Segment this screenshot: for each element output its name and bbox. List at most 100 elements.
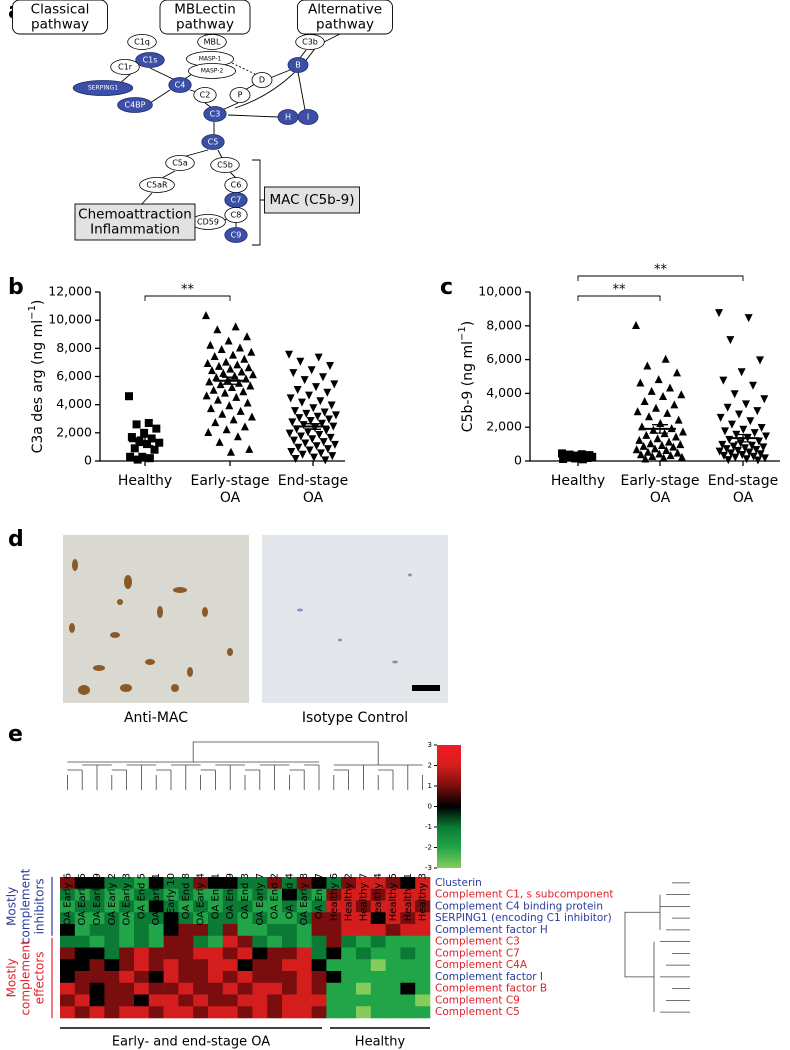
heatmap-cell	[208, 994, 224, 1007]
heatmap-cell	[222, 971, 238, 984]
protein-label: C3b	[302, 38, 318, 47]
data-point	[750, 429, 759, 438]
data-point	[632, 321, 640, 329]
protein-label: C2	[200, 91, 211, 100]
heatmap-cell	[193, 947, 209, 960]
data-point	[578, 455, 587, 464]
data-point	[320, 408, 329, 417]
data-point	[145, 454, 154, 463]
data-point	[677, 390, 686, 399]
data-point	[315, 431, 324, 440]
heatmap-cell	[89, 971, 105, 984]
heatmap-cell	[222, 1006, 238, 1019]
data-point	[664, 437, 673, 446]
heatmap-cell	[296, 935, 312, 948]
data-point	[226, 364, 235, 373]
heatmap-cell	[119, 971, 135, 984]
data-point	[644, 412, 653, 421]
heatmap-cell	[356, 959, 372, 972]
data-point	[665, 383, 674, 392]
colorbar	[437, 745, 461, 868]
data-point	[205, 377, 214, 386]
data-point	[633, 407, 642, 416]
heatmap-cell	[74, 924, 90, 937]
row-label: Complement C1, s subcomponent	[435, 889, 614, 901]
error-bar	[735, 433, 751, 443]
data-point	[218, 409, 227, 418]
heatmap-cell	[237, 877, 253, 890]
data-point	[210, 351, 219, 360]
heatmap-cell	[341, 888, 357, 901]
data-point	[329, 422, 338, 431]
heatmap-cell	[311, 888, 327, 901]
data-point	[640, 397, 649, 406]
data-point	[662, 446, 671, 455]
significance-bracket	[144, 295, 231, 301]
y-tick-label: 4,000	[486, 385, 522, 400]
protein-node	[201, 134, 225, 150]
heatmap-cell	[311, 900, 327, 913]
significance-label: **	[613, 283, 627, 298]
heatmap-cell	[193, 994, 209, 1007]
heatmap-cell	[252, 1006, 268, 1019]
heatmap-cell	[311, 947, 327, 960]
heatmap-cell	[222, 888, 238, 901]
protein-label: C1s	[143, 56, 158, 65]
heatmap-cell	[74, 994, 90, 1007]
heatmap-cell	[134, 924, 150, 937]
data-point	[290, 407, 299, 416]
data-point	[317, 419, 326, 428]
data-point	[227, 382, 236, 391]
heatmap-cell	[148, 947, 164, 960]
data-point	[298, 450, 307, 459]
heatmap-cell	[148, 900, 164, 913]
heatmap-cell	[119, 982, 135, 995]
heatmap-cell	[296, 959, 312, 972]
y-tick-label: 6,000	[486, 351, 522, 366]
heatmap-cell	[119, 935, 135, 948]
data-point	[563, 453, 572, 462]
x-tick-label: Healthy	[551, 473, 605, 489]
heatmap-cell	[134, 900, 150, 913]
data-point	[659, 453, 668, 462]
data-point	[666, 451, 675, 460]
column-label: Healthy 1	[403, 873, 414, 921]
protein-node	[224, 227, 248, 243]
data-point	[246, 381, 255, 390]
pathway-box-label: Inflammation	[90, 222, 180, 238]
heatmap-cell	[89, 935, 105, 948]
data-point	[229, 415, 238, 424]
data-point	[222, 425, 231, 434]
column-label: OA Early 1	[151, 873, 162, 926]
column-label: OA End 1	[210, 873, 221, 919]
heatmap-cell	[119, 1006, 135, 1019]
data-point	[719, 451, 728, 460]
data-point	[215, 437, 224, 446]
data-point	[221, 357, 230, 366]
data-point	[291, 454, 300, 463]
heatmap-cell	[356, 971, 372, 984]
heatmap-cell	[282, 947, 298, 960]
heatmap-cell	[208, 971, 224, 984]
heatmap-cell	[385, 947, 401, 960]
heatmap-cell	[311, 959, 327, 972]
heatmap-cell	[193, 888, 209, 901]
data-point	[302, 409, 311, 418]
pathway-box-label: Chemoattraction	[78, 207, 192, 223]
data-point	[670, 400, 679, 409]
data-point	[759, 443, 768, 452]
heatmap-cell	[415, 924, 431, 937]
data-point	[219, 368, 228, 377]
column-label: OA End 5	[136, 873, 147, 919]
x-tick-label: OA	[303, 490, 324, 506]
data-point	[289, 436, 298, 445]
heatmap-cell	[296, 924, 312, 937]
heatmap-cell	[208, 924, 224, 937]
row-group-label: effectors	[33, 951, 47, 1004]
heatmap-cell	[326, 912, 342, 925]
data-point	[230, 371, 239, 380]
heatmap-cell	[267, 959, 283, 972]
heatmap-cell	[104, 900, 120, 913]
data-point	[734, 410, 743, 419]
heatmap-cell	[282, 888, 298, 901]
